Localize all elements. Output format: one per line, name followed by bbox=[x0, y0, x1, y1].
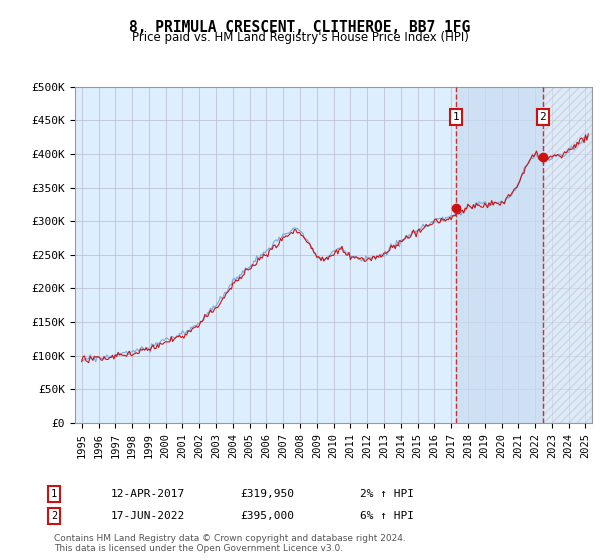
Text: 1: 1 bbox=[51, 489, 57, 499]
Text: 2: 2 bbox=[539, 112, 546, 122]
Text: 8, PRIMULA CRESCENT, CLITHEROE, BB7 1FG: 8, PRIMULA CRESCENT, CLITHEROE, BB7 1FG bbox=[130, 20, 470, 35]
Bar bbox=[456, 87, 543, 423]
Bar bbox=[543, 87, 592, 423]
Text: £395,000: £395,000 bbox=[240, 511, 294, 521]
Text: Contains HM Land Registry data © Crown copyright and database right 2024.
This d: Contains HM Land Registry data © Crown c… bbox=[54, 534, 406, 553]
Text: £319,950: £319,950 bbox=[240, 489, 294, 499]
Text: 1: 1 bbox=[452, 112, 459, 122]
Text: 2% ↑ HPI: 2% ↑ HPI bbox=[360, 489, 414, 499]
Text: 2: 2 bbox=[51, 511, 57, 521]
Text: 12-APR-2017: 12-APR-2017 bbox=[111, 489, 185, 499]
Text: Price paid vs. HM Land Registry's House Price Index (HPI): Price paid vs. HM Land Registry's House … bbox=[131, 31, 469, 44]
Text: 17-JUN-2022: 17-JUN-2022 bbox=[111, 511, 185, 521]
Text: 6% ↑ HPI: 6% ↑ HPI bbox=[360, 511, 414, 521]
